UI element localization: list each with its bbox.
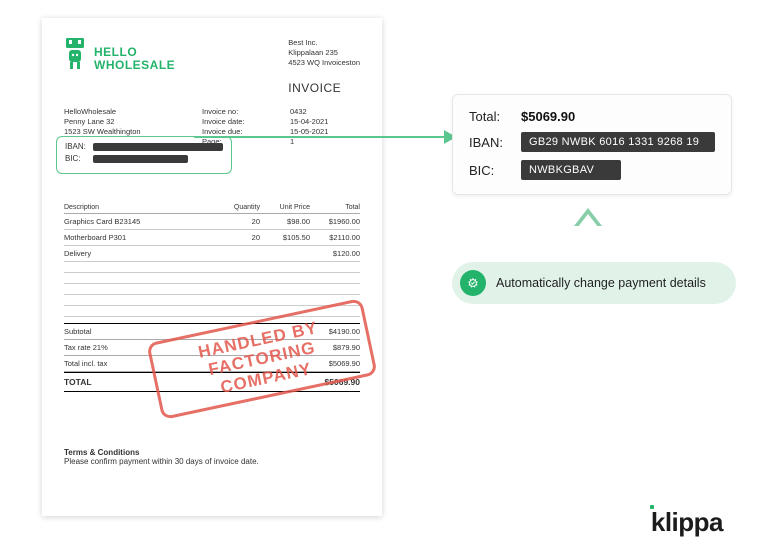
plug-icon xyxy=(64,38,88,72)
line-items-table: Description Quantity Unit Price Total Gr… xyxy=(64,204,360,317)
incl-label: Total incl. tax xyxy=(64,359,107,368)
detail-bic-value: NWBKGBAV xyxy=(521,160,621,180)
check-badge-icon xyxy=(460,270,486,296)
terms-block: Terms & Conditions Please confirm paymen… xyxy=(64,448,360,466)
invoice-title: INVOICE xyxy=(288,81,360,95)
bic-redacted xyxy=(93,155,188,163)
logo-text-2: WHOLESALE xyxy=(94,59,175,72)
arrow-connector xyxy=(194,136,446,138)
pill-text: Automatically change payment details xyxy=(496,276,706,290)
detail-iban-value: GB29 NWBK 6016 1331 9268 19 xyxy=(521,132,715,152)
meta-date: 15-04-2021 xyxy=(290,117,360,127)
bic-label: BIC: xyxy=(65,154,93,163)
iban-label: IBAN: xyxy=(65,142,93,151)
grand-label: TOTAL xyxy=(64,377,92,387)
brand-text: klippa xyxy=(651,507,723,537)
seller-street: Penny Lane 32 xyxy=(64,117,184,127)
logo-text-1: HELLO xyxy=(94,46,175,59)
meta-date-label: Invoice date: xyxy=(202,117,272,127)
col-desc: Description xyxy=(64,204,222,211)
detail-iban-label: IBAN: xyxy=(469,135,521,150)
col-qty: Quantity xyxy=(222,204,260,211)
meta-no-label: Invoice no: xyxy=(202,107,272,117)
subtotal-label: Subtotal xyxy=(64,327,92,336)
bank-highlight-box: IBAN: BIC: xyxy=(56,136,232,174)
invoice-document: HELLO WHOLESALE Best Inc. Klippalaan 235… xyxy=(42,18,382,516)
detail-total-label: Total: xyxy=(469,109,521,124)
feature-pill: Automatically change payment details xyxy=(452,262,736,304)
table-row: Motherboard P30120$105.50$2110.00 xyxy=(64,230,360,246)
invoice-header: HELLO WHOLESALE Best Inc. Klippalaan 235… xyxy=(64,38,360,95)
terms-heading: Terms & Conditions xyxy=(64,448,360,457)
tax-label: Tax rate 21% xyxy=(64,343,108,352)
iban-redacted xyxy=(93,143,223,151)
detail-total-value: $5069.90 xyxy=(521,109,575,124)
klippa-logo: klippa xyxy=(651,507,723,538)
bill-to-block: Best Inc. Klippalaan 235 4523 WQ Invoice… xyxy=(288,38,360,95)
detail-bic-label: BIC: xyxy=(469,163,521,178)
seller-name: HelloWholesale xyxy=(64,107,184,117)
bill-to-street: Klippalaan 235 xyxy=(288,48,360,58)
col-total: Total xyxy=(310,204,360,211)
seller-logo: HELLO WHOLESALE xyxy=(64,38,175,95)
extracted-detail-card: Total: $5069.90 IBAN: GB29 NWBK 6016 133… xyxy=(452,94,732,195)
bill-to-city: 4523 WQ Invoiceston xyxy=(288,58,360,68)
terms-body: Please confirm payment within 30 days of… xyxy=(64,457,360,466)
table-row: Delivery$120.00 xyxy=(64,246,360,262)
meta-no: 0432 xyxy=(290,107,360,117)
bill-to-name: Best Inc. xyxy=(288,38,360,48)
pointer-triangle-icon xyxy=(574,208,602,226)
table-row: Graphics Card B2314520$98.00$1960.00 xyxy=(64,214,360,230)
col-unit: Unit Price xyxy=(260,204,310,211)
